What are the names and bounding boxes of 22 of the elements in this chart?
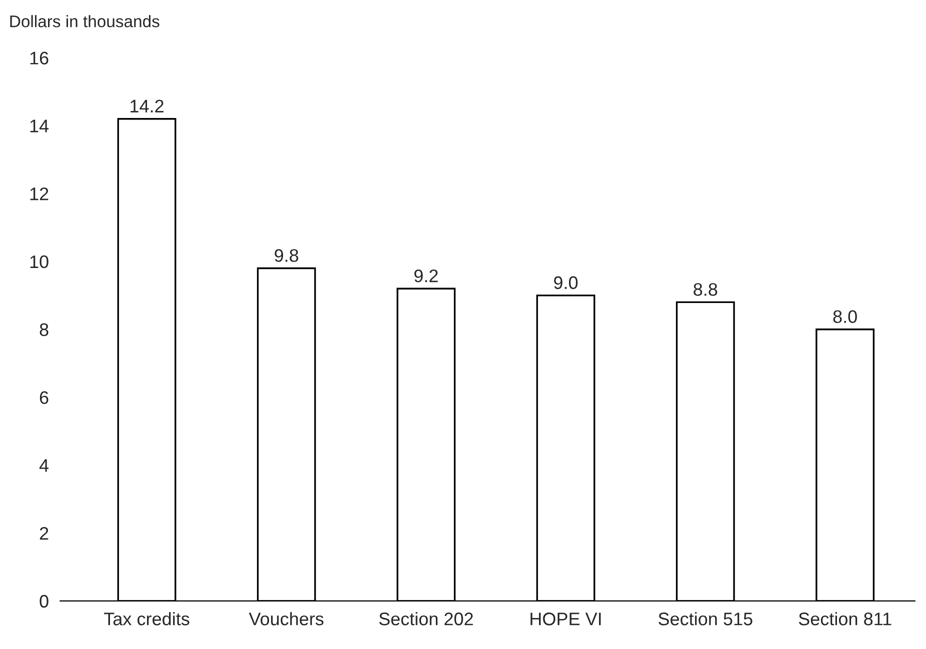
x-tick-label: Section 811 bbox=[798, 612, 892, 626]
data-label: 9.0 bbox=[554, 276, 578, 290]
x-tick-label: Section 515 bbox=[658, 612, 752, 626]
data-label: 8.8 bbox=[694, 283, 718, 296]
y-axis-title: Dollars in thousands bbox=[10, 15, 160, 28]
y-tick-label: 10 bbox=[30, 255, 48, 268]
y-tick-label: 0 bbox=[40, 594, 48, 608]
data-label: 8.0 bbox=[833, 310, 857, 324]
x-tick-label: Tax credits bbox=[104, 612, 190, 626]
data-label: 9.8 bbox=[274, 249, 298, 262]
y-tick-label: 8 bbox=[40, 323, 48, 336]
data-label: 14.2 bbox=[130, 100, 164, 112]
x-tick-label: Vouchers bbox=[248, 612, 324, 626]
y-tick-label: 2 bbox=[40, 527, 48, 540]
y-tick-label: 4 bbox=[39, 459, 49, 472]
y-tick-label: 14 bbox=[30, 120, 49, 132]
y-tick-label: 12 bbox=[30, 188, 48, 200]
y-tick-label: 6 bbox=[40, 391, 48, 404]
y-tick-label: 16 bbox=[30, 52, 48, 64]
x-tick-label: Section 202 bbox=[379, 612, 473, 626]
data-label: 9.2 bbox=[414, 269, 438, 282]
x-tick-label: HOPE VI bbox=[530, 612, 601, 626]
